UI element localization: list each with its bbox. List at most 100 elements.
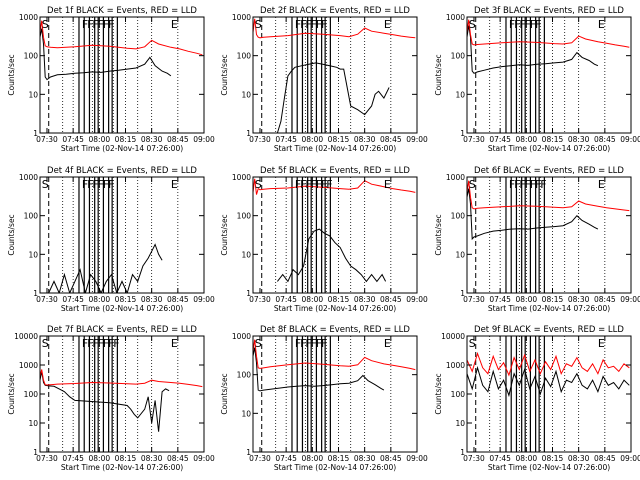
flag-interval-bar [324, 177, 326, 293]
flag-interval-bar [510, 177, 512, 293]
flag-interval-bar [97, 17, 99, 133]
y-axis-label: Counts/sec [220, 54, 229, 95]
y-tick-label: 100 [451, 52, 466, 61]
x-tick-label: 08:00 [516, 295, 538, 304]
flag-letter: F [103, 337, 109, 350]
flag-letter: F [300, 337, 306, 350]
panel-title: Det 5f BLACK = Events, RED = LLD [260, 166, 410, 176]
x-tick-label: 08:15 [115, 295, 137, 304]
y-tick-label: 1000 [19, 361, 38, 370]
flag-interval-bar [515, 177, 518, 293]
y-tick-label: 10000 [14, 332, 38, 341]
flag-interval-bar [521, 336, 523, 452]
series-line-events [467, 365, 630, 398]
flag-interval-bar [505, 17, 507, 133]
flag-letter: F [87, 337, 93, 350]
y-tick-label: 1000 [446, 13, 465, 22]
panel-title: Det 6f BLACK = Events, RED = LLD [474, 166, 624, 176]
y-tick-label: 1000 [446, 361, 465, 370]
x-axis-label: Start Time (02-Nov-14 07:26:00) [488, 304, 610, 313]
y-tick-label: 1 [460, 289, 465, 298]
x-tick-label: 07:30 [36, 454, 58, 463]
flag-interval-bar [543, 177, 545, 293]
flag-letter: F [295, 337, 301, 350]
flag-letter: F [540, 178, 546, 191]
flag-interval-bar [291, 177, 293, 293]
flag-interval-bar [535, 336, 537, 452]
flag-letter: F [295, 178, 301, 191]
flag-interval-bar [291, 336, 293, 452]
flag-interval-bar [515, 336, 518, 452]
y-axis-label: Counts/sec [434, 54, 443, 95]
series-line-events [276, 62, 390, 133]
panel-title: Det 7f BLACK = Events, RED = LLD [47, 325, 197, 335]
y-axis-label: Counts/sec [7, 373, 16, 414]
y-tick-label: 10000 [441, 332, 465, 341]
flag-letter: S [469, 337, 476, 350]
x-tick-label: 07:30 [463, 135, 485, 144]
flag-letter: F [525, 178, 531, 191]
flag-letter: E [598, 337, 605, 350]
flag-interval-bar [296, 336, 298, 452]
flag-letter: E [598, 18, 605, 31]
flag-interval-bar [108, 17, 110, 133]
flag-interval-bar [301, 17, 304, 133]
flag-letter: F [98, 337, 104, 350]
flag-interval-bar [108, 177, 110, 293]
flag-interval-bar [538, 336, 540, 452]
x-tick-label: 08:45 [594, 454, 616, 463]
y-tick-label: 1 [460, 129, 465, 138]
flag-letter: F [316, 178, 322, 191]
x-tick-label: 08:00 [302, 295, 324, 304]
flag-interval-bar [94, 17, 96, 133]
series-line-lld [253, 178, 416, 195]
flag-letter: S [469, 178, 476, 191]
flag-interval-bar [529, 17, 532, 133]
x-tick-label: 08:15 [542, 135, 564, 144]
flag-interval-bar [296, 177, 298, 293]
x-axis-label: Start Time (02-Nov-14 07:26:00) [61, 463, 183, 472]
plot-frame [252, 16, 418, 134]
y-axis-label: Counts/sec [434, 373, 443, 414]
flag-interval-bar [78, 17, 80, 133]
y-tick-label: 1000 [232, 173, 251, 182]
y-tick-label: 1000 [232, 332, 251, 341]
flag-letter: F [108, 178, 114, 191]
x-tick-label: 08:00 [516, 454, 538, 463]
flag-letter: F [305, 337, 311, 350]
y-tick-label: 10 [455, 250, 465, 259]
x-tick-label: 08:45 [594, 135, 616, 144]
x-tick-label: 08:00 [89, 295, 111, 304]
x-tick-label: 07:45 [489, 135, 511, 144]
flag-letter: F [321, 178, 327, 191]
flag-interval-bar [307, 336, 309, 452]
flag-letter: F [530, 18, 536, 31]
x-axis-label: Start Time (02-Nov-14 07:26:00) [274, 463, 396, 472]
flag-letter: F [326, 178, 332, 191]
flag-letter: F [103, 18, 109, 31]
x-axis-label: Start Time (02-Nov-14 07:26:00) [61, 304, 183, 313]
flag-letter: F [519, 18, 525, 31]
x-tick-label: 08:00 [302, 135, 324, 144]
flag-interval-bar [543, 336, 545, 452]
y-axis-label: Counts/sec [220, 214, 229, 255]
flag-interval-bar [102, 336, 105, 452]
flag-interval-bar [310, 336, 312, 452]
flag-letter: F [305, 18, 311, 31]
flag-interval-bar [315, 336, 318, 452]
flag-letter: F [103, 178, 109, 191]
flag-interval-bar [315, 177, 318, 293]
flag-interval-bar [102, 177, 105, 293]
x-tick-label: 07:45 [275, 454, 297, 463]
x-tick-label: 08:15 [115, 135, 137, 144]
flag-interval-bar [78, 336, 80, 452]
y-tick-label: 10 [455, 419, 465, 428]
flag-interval-bar [524, 177, 526, 293]
